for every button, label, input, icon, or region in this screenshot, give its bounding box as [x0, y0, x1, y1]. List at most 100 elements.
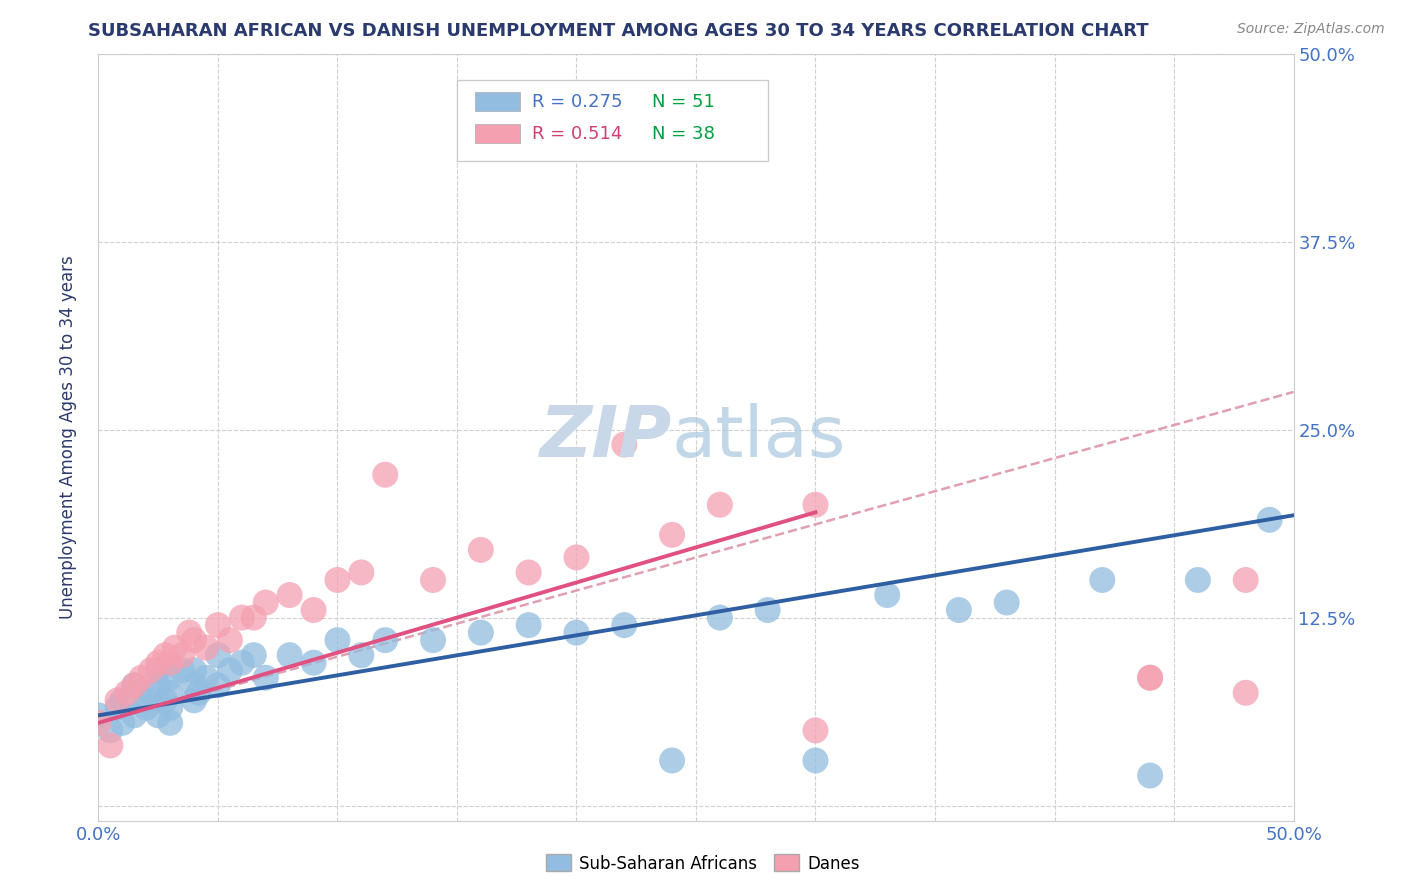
Point [876, 588, 898, 602]
Point [107, 701, 129, 715]
Point [326, 573, 349, 587]
Point [124, 708, 146, 723]
FancyBboxPatch shape [457, 80, 768, 161]
Legend: Sub-Saharan Africans, Danes: Sub-Saharan Africans, Danes [540, 847, 866, 880]
Y-axis label: Unemployment Among Ages 30 to 34 years: Unemployment Among Ages 30 to 34 years [59, 255, 77, 619]
Point [1234, 686, 1257, 700]
Point [470, 542, 492, 557]
Text: R = 0.275: R = 0.275 [533, 93, 623, 111]
Point [243, 648, 266, 663]
Point [148, 656, 170, 670]
Point [159, 671, 181, 685]
Point [183, 633, 205, 648]
Point [159, 701, 181, 715]
Point [195, 640, 218, 655]
Point [87, 715, 110, 730]
Point [159, 686, 181, 700]
Point [565, 625, 588, 640]
Point [1258, 513, 1281, 527]
Point [804, 754, 827, 768]
Point [1187, 573, 1209, 587]
Point [98, 739, 122, 753]
Point [1139, 671, 1161, 685]
Point [163, 640, 186, 655]
Point [172, 663, 194, 677]
Point [948, 603, 970, 617]
Text: N = 51: N = 51 [652, 93, 714, 111]
Point [995, 595, 1018, 609]
Point [661, 754, 683, 768]
Point [155, 648, 177, 663]
Point [254, 671, 277, 685]
Text: R = 0.514: R = 0.514 [533, 125, 623, 143]
Point [374, 633, 396, 648]
Point [179, 625, 201, 640]
Text: SUBSAHARAN AFRICAN VS DANISH UNEMPLOYMENT AMONG AGES 30 TO 34 YEARS CORRELATION : SUBSAHARAN AFRICAN VS DANISH UNEMPLOYMEN… [89, 22, 1149, 40]
Point [1091, 573, 1114, 587]
Point [804, 498, 827, 512]
Text: ZIP: ZIP [540, 402, 672, 472]
Point [231, 610, 253, 624]
Point [148, 708, 170, 723]
Point [183, 693, 205, 707]
Point [187, 686, 209, 700]
Point [231, 656, 253, 670]
Point [326, 633, 349, 648]
Point [1139, 671, 1161, 685]
Point [470, 625, 492, 640]
Point [661, 528, 683, 542]
Point [135, 693, 157, 707]
Point [422, 573, 444, 587]
Point [195, 671, 218, 685]
Point [207, 648, 229, 663]
Point [350, 648, 373, 663]
Point [517, 618, 540, 632]
Point [111, 693, 134, 707]
Point [131, 671, 153, 685]
Point [139, 663, 162, 677]
Point [254, 595, 277, 609]
Point [1234, 573, 1257, 587]
Point [613, 618, 636, 632]
Point [183, 678, 205, 692]
Text: atlas: atlas [672, 402, 846, 472]
Point [517, 566, 540, 580]
FancyBboxPatch shape [475, 124, 520, 144]
Point [98, 723, 122, 738]
Point [804, 723, 827, 738]
Point [278, 648, 301, 663]
Point [135, 701, 157, 715]
Point [183, 663, 205, 677]
Point [374, 467, 396, 482]
Point [155, 693, 177, 707]
Point [1139, 768, 1161, 782]
Point [207, 618, 229, 632]
Point [172, 648, 194, 663]
Point [422, 633, 444, 648]
Point [159, 715, 181, 730]
Point [350, 566, 373, 580]
Text: N = 38: N = 38 [652, 125, 714, 143]
Point [87, 708, 110, 723]
Point [613, 437, 636, 451]
Point [302, 603, 325, 617]
Point [565, 550, 588, 565]
Point [124, 678, 146, 692]
Point [219, 633, 242, 648]
Point [756, 603, 779, 617]
Point [115, 686, 138, 700]
Point [107, 693, 129, 707]
Point [124, 678, 146, 692]
Point [709, 498, 731, 512]
FancyBboxPatch shape [475, 92, 520, 112]
Point [148, 663, 170, 677]
Point [139, 686, 162, 700]
Point [219, 663, 242, 677]
Point [148, 678, 170, 692]
Point [302, 656, 325, 670]
Point [243, 610, 266, 624]
Point [278, 588, 301, 602]
Point [207, 678, 229, 692]
Point [111, 715, 134, 730]
Point [709, 610, 731, 624]
